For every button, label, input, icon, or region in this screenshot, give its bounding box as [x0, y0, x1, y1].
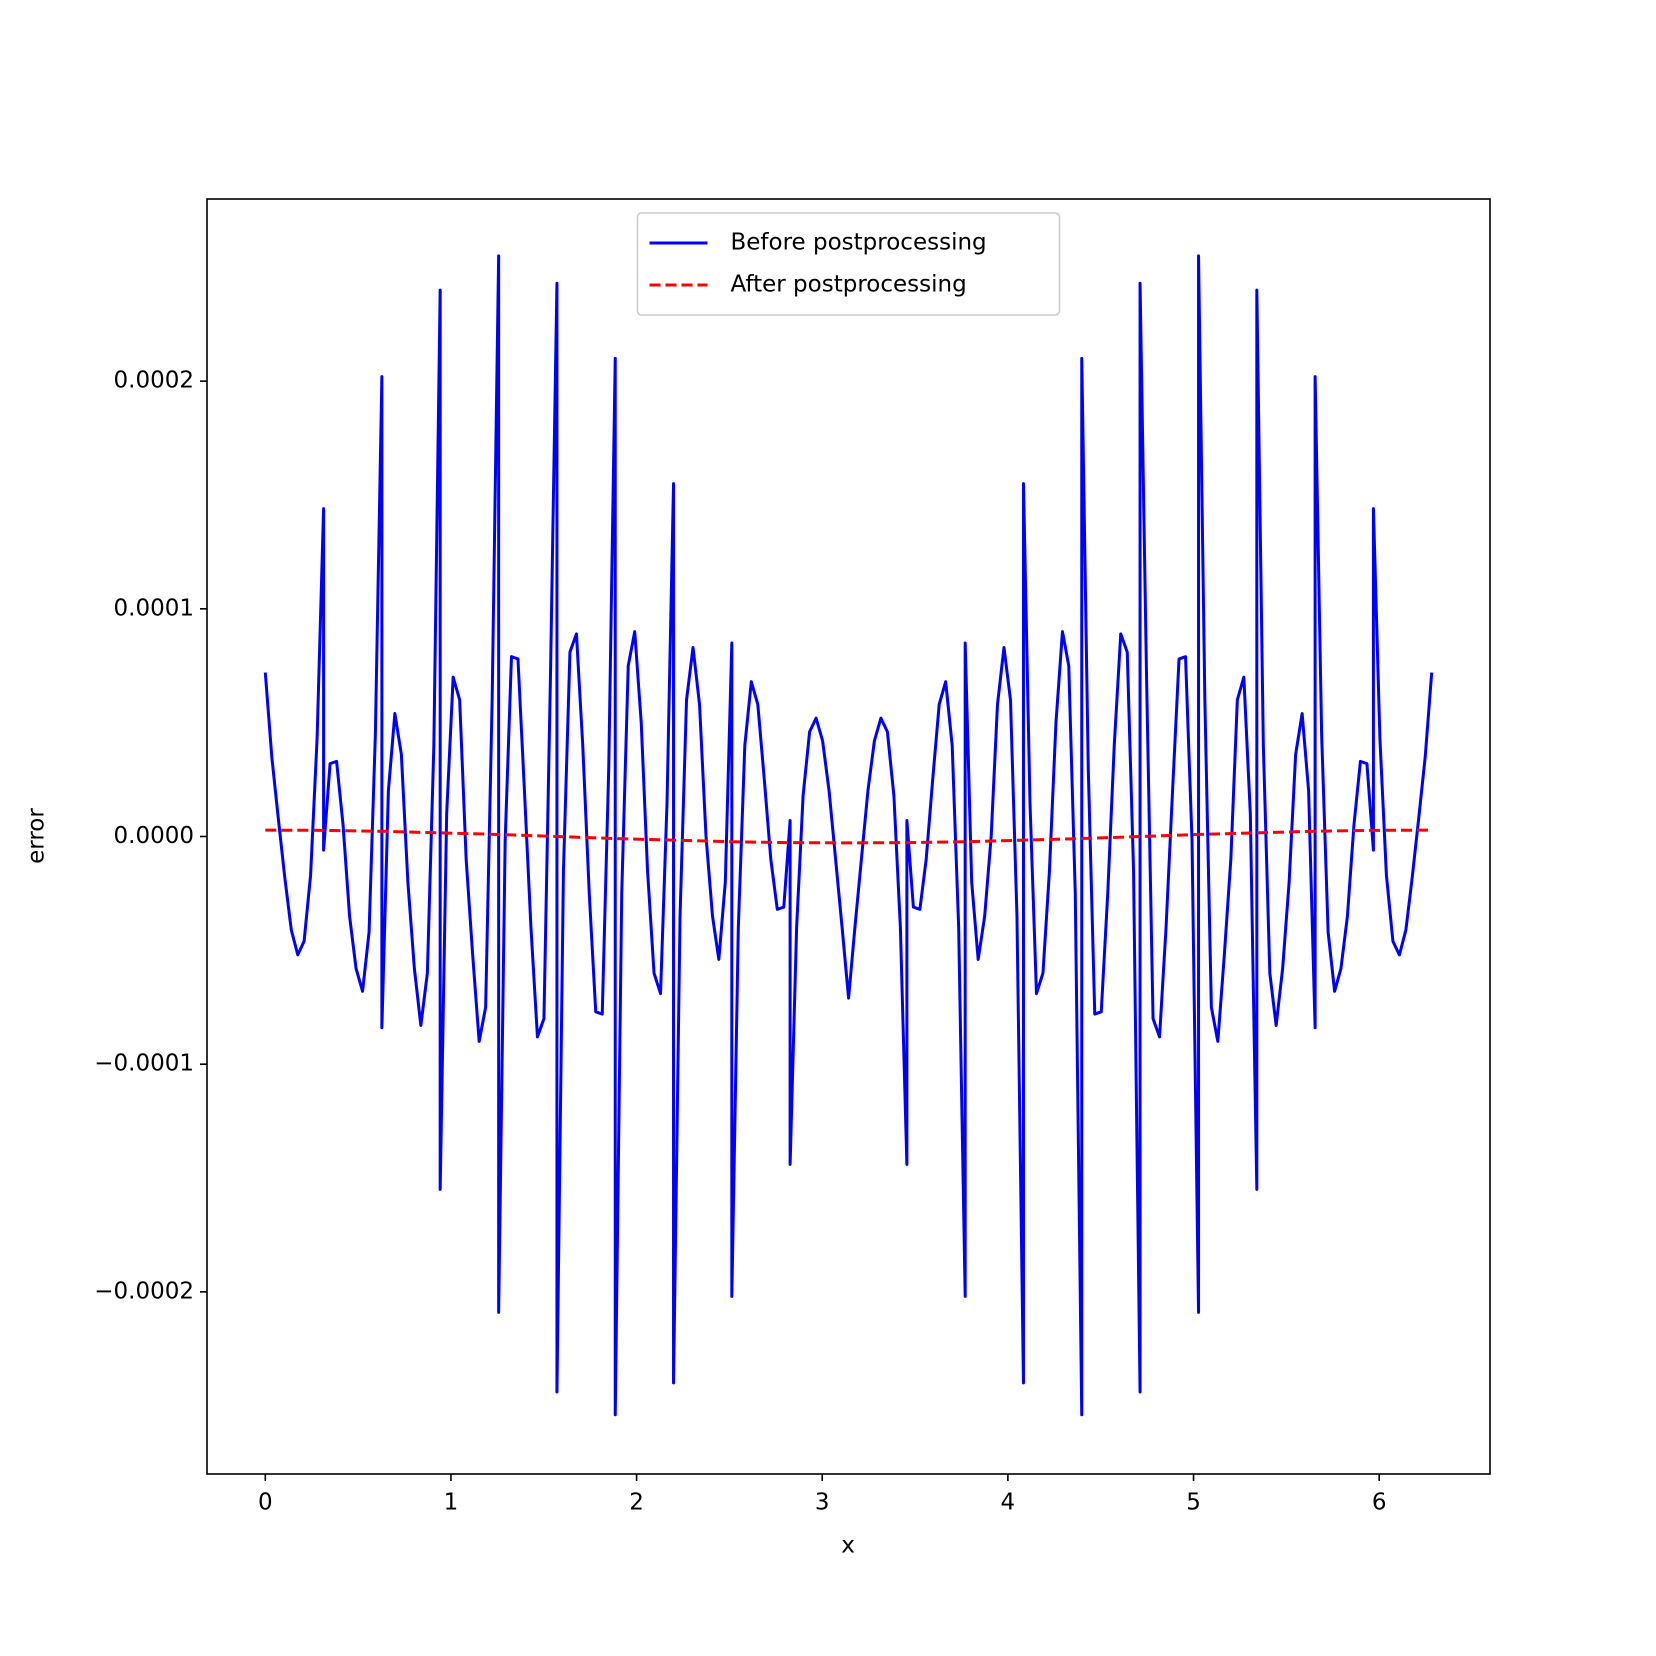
x-tick-label: 6 [1372, 1490, 1387, 1516]
legend-label: Before postprocessing [731, 230, 987, 256]
legend-label: After postprocessing [731, 272, 967, 298]
y-tick-label: 0.0001 [114, 595, 194, 621]
y-axis-label: error [24, 808, 50, 864]
x-tick-label: 5 [1186, 1490, 1201, 1516]
series-line [265, 828, 1432, 845]
plot-frame [206, 198, 1491, 1475]
y-tick-label: 0.0000 [114, 823, 194, 849]
legend-box [636, 212, 1061, 316]
x-axis-label: x [841, 1533, 855, 1559]
series-line [263, 254, 1434, 1417]
y-tick-label: −0.0001 [94, 1051, 194, 1077]
x-tick-label: 4 [1001, 1490, 1016, 1516]
y-tick-label: −0.0002 [94, 1278, 194, 1304]
x-tick-label: 0 [258, 1490, 273, 1516]
x-tick-label: 2 [629, 1490, 644, 1516]
y-tick-label: 0.0002 [114, 368, 194, 394]
legend: Before postprocessing After postprocessin… [636, 212, 1061, 316]
x-tick-label: 3 [815, 1490, 830, 1516]
x-tick-label: 1 [444, 1490, 459, 1516]
